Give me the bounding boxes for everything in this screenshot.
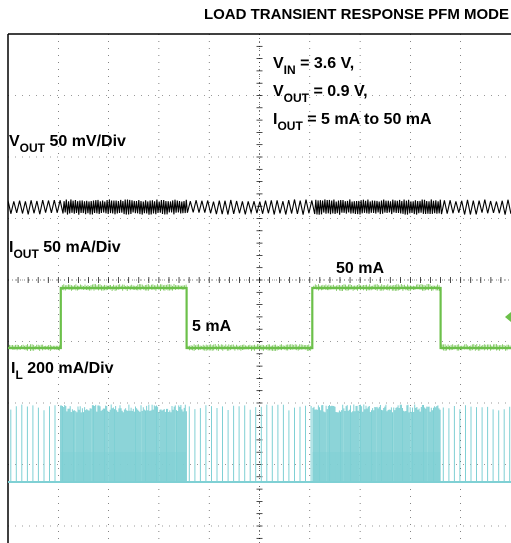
trace-il-dense-band: [60, 452, 187, 482]
chart-title: LOAD TRANSIENT RESPONSE PFM MODE: [203, 6, 509, 23]
trace-iout-noise: [9, 284, 511, 351]
channel-label-vout: VOUT 50 mV/Div: [9, 133, 126, 155]
grid: [7, 33, 511, 543]
trace-il-dense-band: [312, 452, 441, 482]
labels: VIN = 3.6 V, VOUT = 0.9 V, IOUT = 5 mA t…: [9, 55, 432, 382]
condition-vin: VIN = 3.6 V,: [273, 55, 354, 77]
trigger-marker: [505, 312, 511, 322]
trace-vout: [7, 199, 511, 215]
trace-il: [10, 404, 511, 482]
channel-label-iout: IOUT 50 mA/Div: [9, 239, 121, 261]
condition-vout: VOUT = 0.9 V,: [273, 83, 368, 105]
trace-iout: [8, 286, 511, 350]
traces: [7, 199, 511, 483]
condition-iout: IOUT = 5 mA to 50 mA: [273, 111, 432, 133]
channel-label-il: IL 200 mA/Div: [11, 360, 114, 382]
annotation-high-level: 50 mA: [336, 260, 384, 277]
annotation-low-level: 5 mA: [192, 318, 232, 335]
